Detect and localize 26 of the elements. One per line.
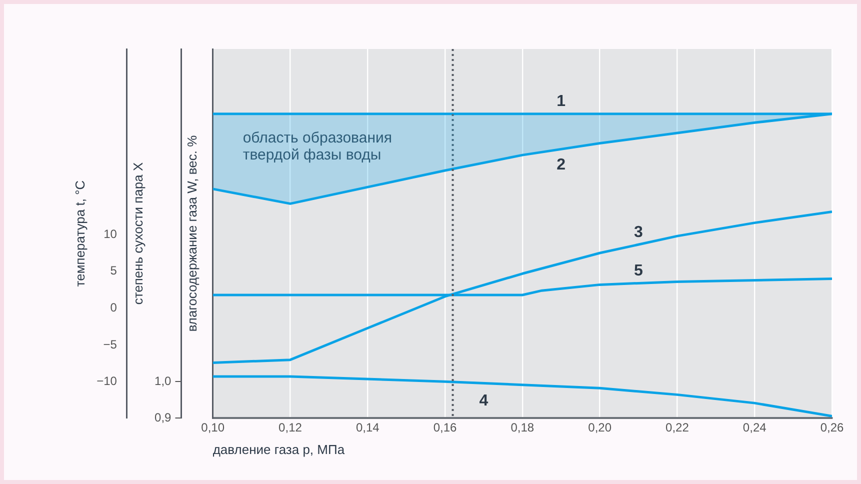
y-axis-title: температура t, °C [72, 180, 88, 287]
x-tick-label: 0,14 [356, 420, 380, 435]
x-tick-label: 0,12 [278, 420, 302, 435]
series-label: 2 [556, 156, 566, 174]
x-tick-label: 0,20 [588, 420, 612, 435]
y-tick-label: −5 [103, 337, 118, 352]
series-label: 4 [479, 392, 488, 410]
x-tick-label: 0,22 [666, 420, 690, 435]
y2-tick-label: 0,9 [154, 410, 172, 424]
y-tick-label: 10 [104, 226, 118, 241]
x-tick-label: 0,24 [742, 420, 767, 435]
y2-axis-title: степень сухости пара X [130, 162, 146, 305]
series-label: 1 [556, 93, 566, 110]
x-tick-label: 0,18 [510, 420, 534, 435]
x-tick-label: 0,10 [201, 420, 225, 435]
y3-axis-title: влагосодержание газа W, вес. % [184, 134, 200, 332]
x-tick-label: 0,16 [433, 420, 458, 435]
x-axis-title: давление газа p, МПа [212, 442, 346, 457]
y-tick-label: −10 [96, 374, 118, 388]
y-tick-label: 5 [110, 264, 118, 278]
y2-tick-label: 1,0 [154, 374, 172, 388]
x-tick-label: 0,26 [820, 420, 844, 435]
y-tick-label: 0 [110, 300, 118, 315]
series-label: 5 [634, 262, 644, 280]
series-label: 3 [634, 224, 644, 241]
annotation: область образования твердой фазы воды [242, 130, 392, 164]
